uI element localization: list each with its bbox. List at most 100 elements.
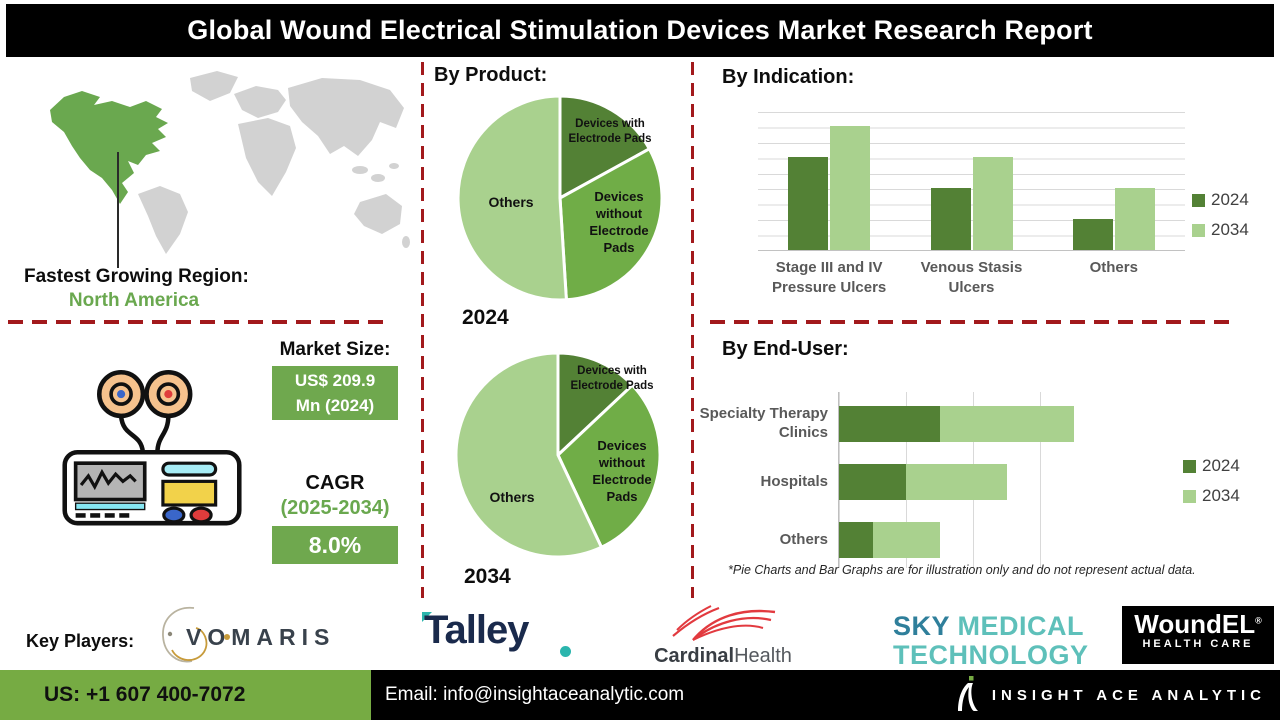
indication-category-label: Venous Stasis Ulcers [920, 259, 1023, 296]
pie-slice-others [456, 94, 568, 302]
market-size-label: Market Size: [279, 339, 391, 360]
map-island [352, 166, 368, 174]
cagr-value: 8.0% [272, 526, 398, 564]
pie-label-without-pads: Devices without Electrode Pads [589, 189, 649, 255]
market-size-value: US$ 209.9 Mn (2024) [272, 366, 398, 420]
world-map [50, 71, 410, 254]
indication-bar-2034 [1114, 188, 1155, 250]
title-bar: Global Wound Electrical Stimulation Devi… [6, 4, 1274, 57]
end-user-bar-2034 [872, 522, 940, 558]
indication-bar-2024 [1072, 219, 1113, 250]
map-pointer-line [117, 152, 119, 268]
device-red-button [189, 506, 213, 524]
map-australia [354, 194, 402, 234]
vomaris-o-dot [224, 634, 230, 640]
cagr-label: CAGR [305, 472, 365, 494]
end-user-bar-2024 [839, 522, 873, 558]
disclaimer-note: *Pie Charts and Bar Graphs are for illus… [728, 563, 1196, 577]
legend-item-2034: 2034 [1192, 220, 1249, 240]
cagr-period: (2025-2034) [280, 497, 390, 519]
pie-slice-devices-with-electrode-pads [556, 351, 634, 457]
end-user-category-label: Hospitals [760, 472, 828, 490]
pie-label-with-pads: Devices with Electrode Pads [570, 365, 654, 392]
footer-brand-text: INSIGHT ACE ANALYTIC [991, 686, 1266, 704]
logo-woundel: WoundEL® HEALTH CARE [1122, 606, 1274, 664]
cardinal-wordmark: CardinalHealth [654, 645, 792, 667]
map-africa [238, 118, 296, 196]
divider-left [8, 320, 392, 324]
electrode-pad-left-dot [117, 390, 126, 399]
indication-bar-2024 [788, 157, 829, 250]
divider-vertical-right [691, 62, 694, 598]
insight-ace-logo-icon [957, 676, 978, 711]
fastest-region-label: Fastest Growing Region: [24, 266, 249, 287]
device-dash [104, 513, 115, 518]
indication-category-labels: Stage III and IV Pressure Ulcers Venous S… [758, 258, 1185, 297]
pie-year-2024: 2024 [462, 306, 509, 329]
device-cyan-strip [74, 502, 146, 511]
talley-notch-icon [422, 612, 432, 622]
logo-sky-medical: SKY MEDICAL TECHNOLOGY [893, 611, 1089, 671]
end-user-category-label: Specialty Therapy Clinics [699, 405, 828, 441]
legend-item-2024: 2024 [1183, 456, 1240, 476]
section-by-product: By Product: [434, 64, 548, 86]
footer-bar: US: +1 607 400-7072 Email: info@insighta… [0, 670, 1280, 720]
end-user-legend: 2024 2034 [1183, 456, 1240, 506]
map-island [371, 174, 385, 182]
device-dash [119, 513, 130, 518]
talley-dot-icon [560, 646, 571, 657]
legend-item-2034: 2034 [1183, 486, 1240, 506]
divider-right [710, 320, 1232, 324]
device-wire-right [155, 415, 171, 453]
indication-bar-chart [758, 112, 1185, 251]
pie-slice-devices-without-electrode-pads [558, 147, 664, 302]
woundel-wordmark: WoundEL® [1134, 609, 1262, 639]
map-south-america [138, 186, 188, 254]
device-wire-left [118, 415, 146, 453]
divider-vertical-left [421, 62, 424, 598]
map-europe [234, 86, 286, 118]
logo-cardinal-health: CardinalHealth [648, 604, 798, 667]
logo-vomaris: VOMARIS [158, 604, 368, 668]
indication-bar-2034 [830, 126, 871, 250]
pie-slice-others [454, 351, 603, 559]
device-waveform [79, 468, 137, 491]
pie-slice-devices-with-electrode-pads [558, 94, 651, 200]
pie-label-others: Others [488, 194, 534, 210]
indication-legend: 2024 2034 [1192, 190, 1249, 240]
map-island [402, 236, 410, 248]
device-yellow-button [161, 479, 218, 507]
end-user-category-label: Others [779, 530, 828, 548]
pie-year-2034: 2034 [464, 565, 511, 588]
end-user-bar-2034 [939, 406, 1074, 442]
map-north-america [50, 91, 168, 204]
end-user-bar-2034 [906, 464, 1007, 500]
end-user-bar-chart [838, 392, 1107, 568]
end-user-bar-2024 [839, 464, 906, 500]
footer-brand: INSIGHT ACE ANALYTIC [954, 670, 1266, 720]
cardinal-wings-icon [672, 605, 776, 641]
device-pill-display [161, 461, 218, 477]
section-by-indication: By Indication: [722, 66, 855, 88]
fastest-region-value: North America [68, 290, 200, 311]
device-dash [75, 513, 86, 518]
end-user-bar-2024 [839, 406, 940, 442]
key-players-label: Key Players: [26, 631, 135, 651]
map-island [389, 163, 399, 169]
vomaris-wordmark: VOMARIS [186, 624, 336, 650]
footer-phone: US: +1 607 400-7072 [0, 670, 371, 720]
stimulation-device-illustration [62, 370, 242, 526]
talley-wordmark: Talley [424, 608, 529, 652]
indication-bar-2024 [930, 188, 971, 250]
device-dash [90, 513, 101, 518]
footer-email: Email: info@insightaceanalytic.com [385, 684, 685, 705]
legend-swatch-2034 [1183, 489, 1196, 503]
electrode-pad-right-dot [164, 390, 173, 399]
pie-label-without-pads: Devices without Electrode Pads [592, 438, 652, 504]
pie-chart-2034: Devices with Electrode Pads Devices with… [453, 350, 663, 560]
pie-label-others: Others [489, 489, 535, 505]
map-greenland [190, 71, 238, 101]
legend-item-2024: 2024 [1192, 190, 1249, 210]
legend-swatch-2024 [1183, 459, 1196, 473]
